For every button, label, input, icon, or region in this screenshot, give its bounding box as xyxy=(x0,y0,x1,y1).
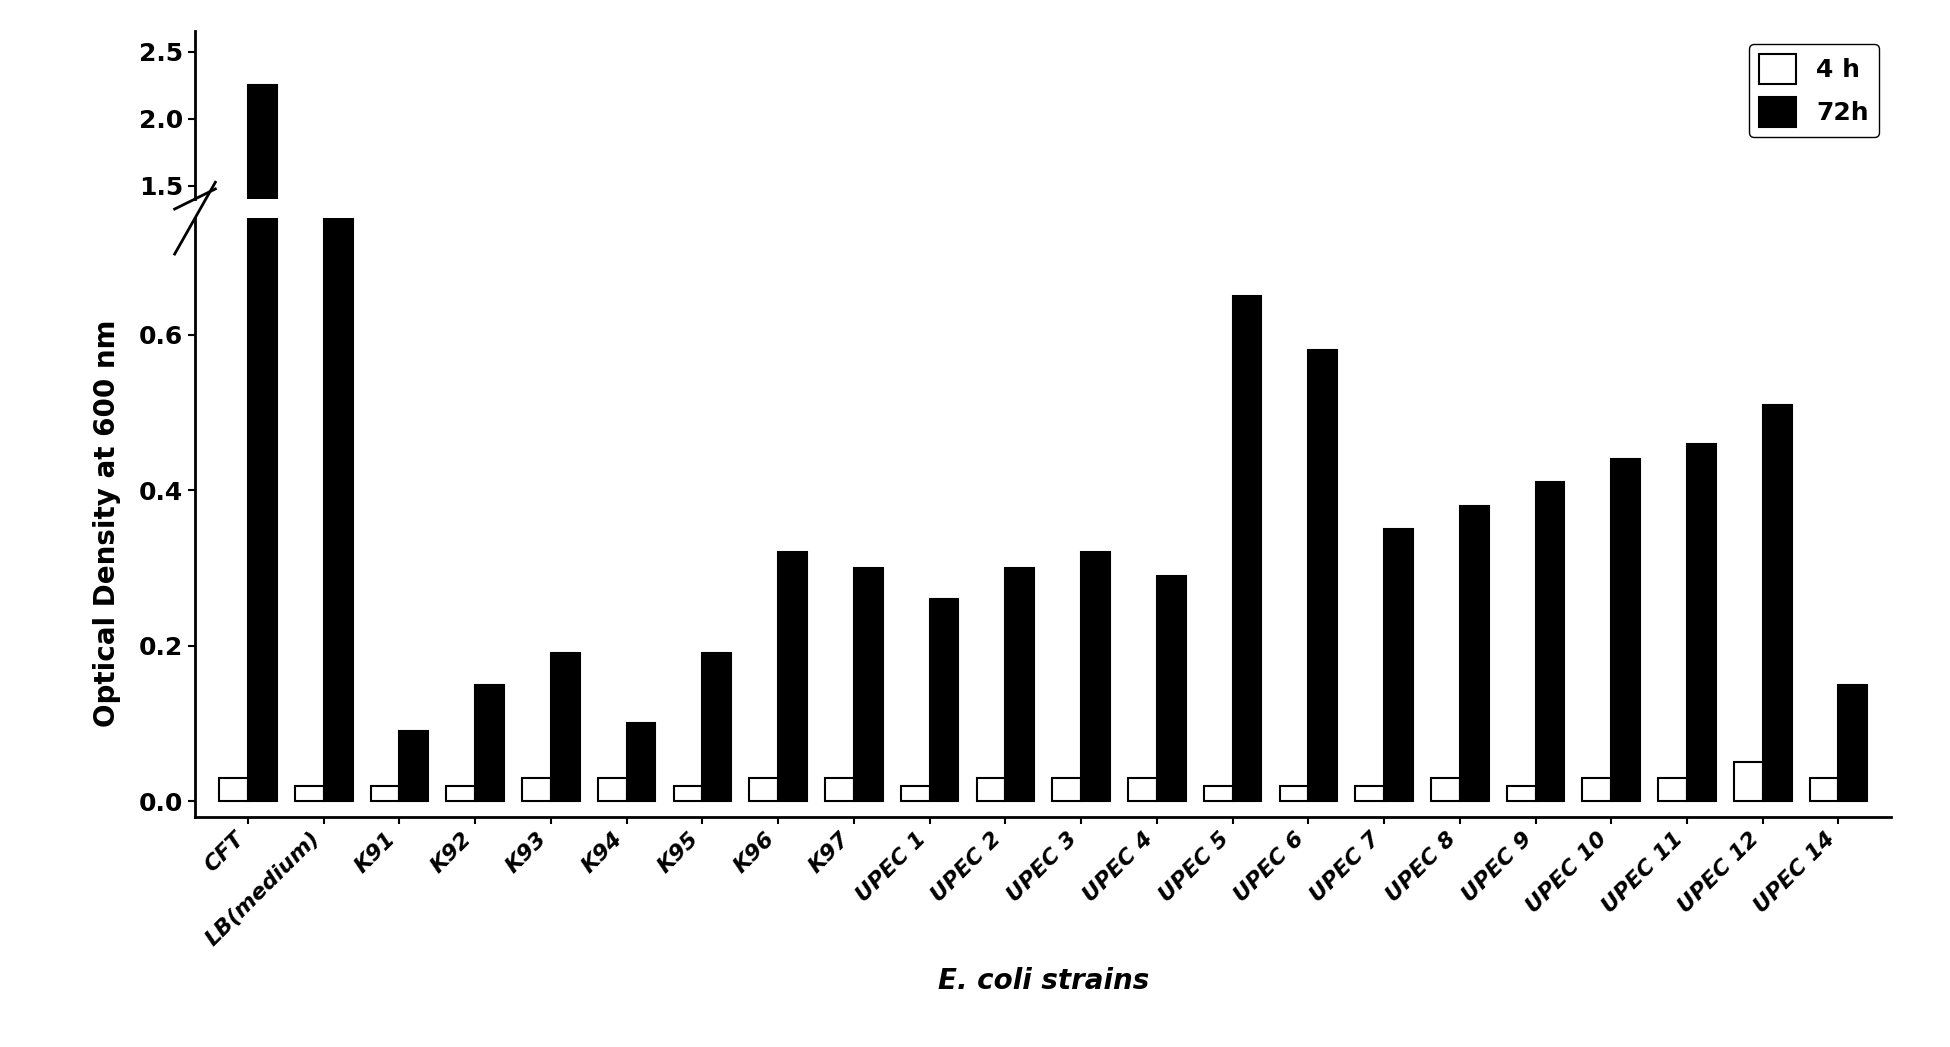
Bar xyxy=(1279,384,1308,386)
Bar xyxy=(1006,567,1034,801)
Bar xyxy=(1734,380,1763,386)
Bar xyxy=(1355,384,1384,386)
Bar xyxy=(1461,336,1488,386)
Bar xyxy=(1461,506,1488,801)
Text: Optical Density at 600 nm: Optical Density at 600 nm xyxy=(94,319,121,728)
Bar xyxy=(1384,529,1414,801)
Bar xyxy=(1127,778,1156,801)
Bar xyxy=(324,0,353,801)
Bar xyxy=(930,599,959,801)
Bar xyxy=(626,723,655,801)
Bar xyxy=(400,375,429,386)
Bar xyxy=(1611,328,1640,386)
Bar xyxy=(1053,778,1080,801)
Bar xyxy=(218,382,248,386)
Bar xyxy=(523,382,552,386)
Bar xyxy=(1431,382,1461,386)
Bar xyxy=(778,553,807,801)
Bar xyxy=(1006,347,1034,386)
Bar xyxy=(1431,778,1461,801)
Bar xyxy=(370,384,400,386)
Bar xyxy=(1583,778,1611,801)
Bar xyxy=(1279,785,1308,801)
Bar xyxy=(673,384,702,386)
Bar xyxy=(1203,785,1232,801)
Bar xyxy=(1308,351,1338,801)
Bar xyxy=(1156,576,1186,801)
Bar xyxy=(1687,325,1716,386)
Bar xyxy=(447,384,476,386)
Bar xyxy=(370,785,400,801)
Bar xyxy=(930,352,959,386)
Bar xyxy=(1535,332,1564,386)
Bar xyxy=(749,382,778,386)
Bar xyxy=(1384,340,1414,386)
Bar xyxy=(324,213,353,386)
Bar xyxy=(1611,459,1640,801)
Bar xyxy=(1763,405,1792,801)
Bar xyxy=(1127,382,1156,386)
X-axis label: E. coli strains: E. coli strains xyxy=(938,966,1149,995)
Bar xyxy=(447,785,476,801)
Bar xyxy=(1232,296,1262,801)
Bar xyxy=(626,374,655,386)
Bar xyxy=(854,567,883,801)
Bar xyxy=(218,778,248,801)
Bar xyxy=(702,361,731,386)
Bar xyxy=(1355,785,1384,801)
Bar xyxy=(1507,384,1535,386)
Bar xyxy=(1583,382,1611,386)
Bar xyxy=(476,366,503,386)
Bar xyxy=(1658,778,1687,801)
Bar xyxy=(1839,366,1868,386)
Bar xyxy=(476,685,503,801)
Bar xyxy=(1535,483,1564,801)
Bar xyxy=(854,347,883,386)
Bar xyxy=(1839,685,1868,801)
Bar xyxy=(1156,348,1186,386)
Bar xyxy=(294,384,324,386)
Bar xyxy=(778,343,807,386)
Bar xyxy=(552,361,579,386)
Bar xyxy=(1687,444,1716,801)
Bar xyxy=(673,785,702,801)
Bar xyxy=(901,785,930,801)
Bar xyxy=(901,384,930,386)
Bar xyxy=(825,778,854,801)
Bar xyxy=(599,382,626,386)
Bar xyxy=(1203,384,1232,386)
Bar xyxy=(1810,778,1839,801)
Bar xyxy=(400,731,429,801)
Bar xyxy=(248,85,277,386)
Bar xyxy=(1507,785,1535,801)
Bar xyxy=(1080,343,1110,386)
Bar xyxy=(552,653,579,801)
Bar xyxy=(599,778,626,801)
Bar xyxy=(248,0,277,801)
Bar xyxy=(1658,382,1687,386)
Bar xyxy=(1763,318,1792,386)
Bar xyxy=(294,785,324,801)
Legend: 4 h, 72h: 4 h, 72h xyxy=(1749,44,1880,137)
Bar xyxy=(977,382,1006,386)
Bar xyxy=(825,382,854,386)
Bar xyxy=(1734,762,1763,801)
Bar xyxy=(1810,382,1839,386)
Bar xyxy=(977,778,1006,801)
Bar xyxy=(702,653,731,801)
Bar xyxy=(1080,553,1110,801)
Bar xyxy=(749,778,778,801)
Bar xyxy=(1232,299,1262,386)
Bar xyxy=(523,778,552,801)
Bar xyxy=(1308,309,1338,386)
Bar xyxy=(1053,382,1080,386)
